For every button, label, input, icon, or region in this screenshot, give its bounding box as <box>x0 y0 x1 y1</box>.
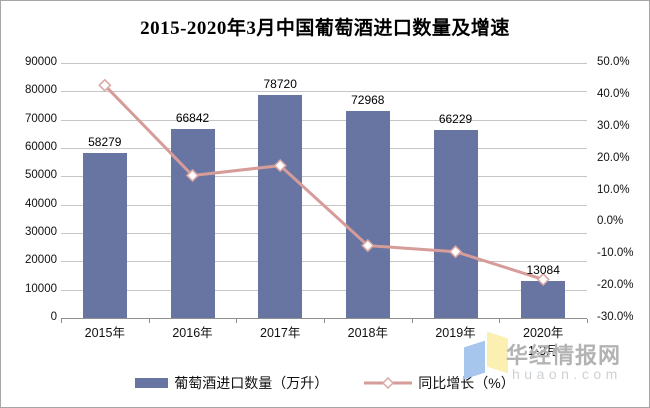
left-axis-tick: 90000 <box>25 56 57 68</box>
bar-value-label: 72968 <box>351 93 385 108</box>
right-axis-tick: 50.0% <box>597 56 630 68</box>
right-axis-tick: 0.0% <box>597 215 624 228</box>
gridline <box>61 148 587 149</box>
bar-value-label: 78720 <box>263 77 297 91</box>
bar-value-label: 66229 <box>438 112 473 127</box>
x-axis-tick <box>148 319 150 323</box>
line-marker-icon <box>536 272 550 287</box>
x-axis-label: 2017年 <box>260 326 301 340</box>
right-axis-tick: 40.0% <box>597 87 630 100</box>
x-axis-label: 2016年 <box>172 326 213 340</box>
x-axis-label: 2020年 <box>523 326 564 340</box>
x-axis-label: 2015年 <box>84 326 125 340</box>
left-axis-tick: 40000 <box>25 197 57 210</box>
left-axis-tick: 10000 <box>25 282 57 295</box>
left-axis-tick: 20000 <box>25 254 57 267</box>
line-marker-icon <box>448 245 463 259</box>
x-axis-tick <box>61 319 62 323</box>
bar-2017年 <box>258 95 303 318</box>
x-axis-label: 2019年 <box>435 326 476 340</box>
legend-item-line: 同比增长（%） <box>364 373 515 393</box>
x-axis-label: 2018年 <box>347 326 388 340</box>
gridline <box>61 176 587 178</box>
left-axis-tick: 30000 <box>25 226 57 238</box>
x-axis-tick <box>411 319 413 323</box>
bar-2020年 <box>521 280 566 318</box>
right-axis-tick: 10.0% <box>597 183 630 196</box>
x-axis-tick <box>324 319 325 323</box>
right-axis-tick: -20.0% <box>597 279 634 292</box>
left-axis-tick: 50000 <box>25 169 57 182</box>
x-axis-tick <box>499 319 501 323</box>
x-axis-tick <box>236 319 238 323</box>
chart-title: 2015-2020年3月中国葡萄酒进口数量及增速 <box>140 18 510 39</box>
plot-area <box>61 63 587 319</box>
left-axis-tick: 80000 <box>25 84 57 97</box>
line-marker-icon <box>361 238 375 253</box>
line-marker-icon <box>185 168 200 183</box>
gridline <box>61 63 587 64</box>
right-axis-tick: 20.0% <box>597 151 630 164</box>
line-swatch-icon <box>364 377 413 389</box>
bar-value-label: 13084 <box>526 262 560 277</box>
bar-swatch-icon <box>135 378 169 388</box>
right-axis-tick: 30.0% <box>597 119 630 132</box>
gridline <box>61 91 587 93</box>
legend-bar-label: 葡萄酒进口数量（万升） <box>174 375 329 391</box>
bar-value-label: 66842 <box>175 110 210 125</box>
x-axis-sublabel: 1-3月 <box>527 344 559 358</box>
right-axis-tick: -30.0% <box>597 311 634 323</box>
line-marker-icon <box>273 158 287 173</box>
legend-line-label: 同比增长（%） <box>418 375 515 391</box>
line-marker-icon <box>98 78 112 92</box>
gridline <box>61 119 587 121</box>
x-axis-tick <box>587 319 588 323</box>
gridline <box>61 233 587 234</box>
right-axis-tick: -10.0% <box>597 247 634 260</box>
bar-2019年 <box>433 130 478 318</box>
bar-2018年 <box>345 111 390 318</box>
bar-value-label: 58279 <box>88 134 122 149</box>
legend-item-bar: 葡萄酒进口数量（万升） <box>135 373 328 393</box>
gridline <box>61 289 587 291</box>
left-axis-tick: 0 <box>50 311 57 323</box>
left-axis-tick: 70000 <box>25 112 57 125</box>
left-axis-tick: 60000 <box>25 141 57 153</box>
legend: 葡萄酒进口数量（万升） 同比增长（%） <box>1 373 649 393</box>
bar-2015年 <box>82 152 127 318</box>
gridline <box>61 261 587 263</box>
growth-line-series <box>98 78 550 287</box>
